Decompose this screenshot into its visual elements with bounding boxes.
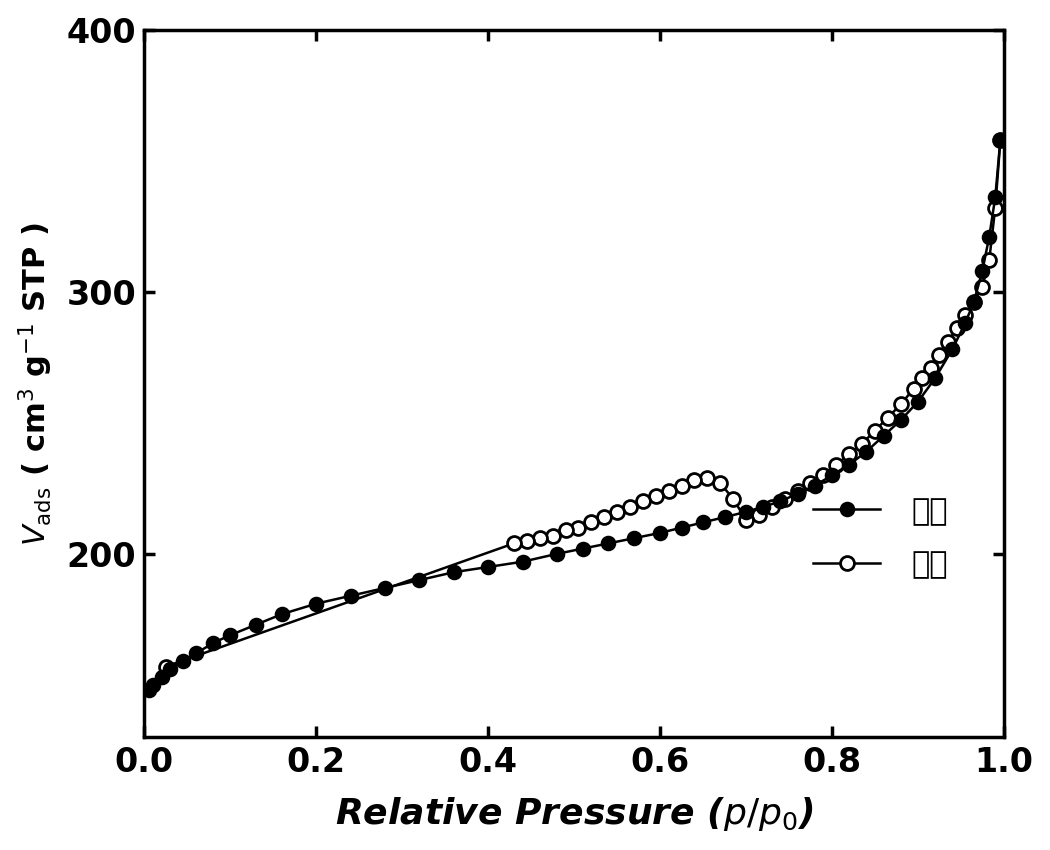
脱附 xyxy=(959,310,971,320)
吸附 xyxy=(757,502,770,512)
Line: 脱附: 脱附 xyxy=(159,133,1007,673)
吸附 xyxy=(654,528,667,538)
吸附 xyxy=(550,549,563,559)
脱附 xyxy=(663,486,675,496)
脱附 xyxy=(675,480,688,490)
吸附 xyxy=(792,489,804,499)
脱附 xyxy=(688,475,700,485)
脱附 xyxy=(765,502,778,512)
脱附 xyxy=(933,349,946,360)
吸附 xyxy=(207,638,219,648)
脱附 xyxy=(976,281,989,292)
脱附 xyxy=(714,478,727,488)
吸附 xyxy=(482,562,495,572)
吸附 xyxy=(946,344,959,354)
吸附 xyxy=(576,543,589,553)
吸附 xyxy=(155,672,168,683)
脱附 xyxy=(967,298,980,308)
脱附 xyxy=(924,363,937,373)
脱附 xyxy=(942,337,954,347)
吸附 xyxy=(929,373,942,383)
吸附 xyxy=(447,567,460,577)
脱附 xyxy=(739,515,752,525)
脱附 xyxy=(778,494,791,504)
吸附 xyxy=(983,231,995,241)
吸附 xyxy=(877,431,889,441)
脱附 xyxy=(856,439,868,449)
Y-axis label: $V_{\mathrm{ads}}$ ( cm$^3$ g$^{-1}$ STP ): $V_{\mathrm{ads}}$ ( cm$^3$ g$^{-1}$ STP… xyxy=(17,222,56,546)
吸附 xyxy=(843,460,856,470)
吸附 xyxy=(628,533,640,543)
脱附 xyxy=(989,203,1002,213)
吸附 xyxy=(250,620,262,630)
吸附 xyxy=(176,656,189,666)
脱附 xyxy=(907,383,920,394)
吸附 xyxy=(147,680,160,690)
吸附 xyxy=(911,397,924,407)
吸附 xyxy=(989,192,1002,202)
脱附 xyxy=(983,255,995,265)
吸附 xyxy=(976,266,989,276)
吸附 xyxy=(808,480,821,490)
脱附 xyxy=(792,486,804,496)
吸附 xyxy=(697,518,710,528)
脱附 xyxy=(533,533,546,543)
脱附 xyxy=(727,494,739,504)
Legend: 吸附, 脱附: 吸附, 脱附 xyxy=(798,482,963,595)
脱附 xyxy=(882,412,895,422)
脱附 xyxy=(624,502,636,512)
脱附 xyxy=(507,538,520,548)
吸附 xyxy=(310,598,322,609)
吸附 xyxy=(344,591,357,601)
脱附 xyxy=(611,507,624,517)
脱附 xyxy=(994,134,1007,145)
吸附 xyxy=(143,685,155,695)
脱附 xyxy=(560,525,572,536)
吸附 xyxy=(967,298,980,308)
吸附 xyxy=(275,609,288,620)
脱附 xyxy=(160,661,172,672)
X-axis label: Relative Pressure ($p/p_0$): Relative Pressure ($p/p_0$) xyxy=(335,796,814,833)
吸附 xyxy=(224,630,236,640)
脱附 xyxy=(817,470,830,480)
吸附 xyxy=(994,134,1007,145)
脱附 xyxy=(753,509,765,519)
吸附 xyxy=(413,575,425,585)
吸附 xyxy=(190,649,203,659)
脱附 xyxy=(868,426,881,436)
吸附 xyxy=(517,557,529,567)
吸附 xyxy=(718,512,731,522)
脱附 xyxy=(895,400,907,410)
脱附 xyxy=(636,496,649,507)
脱附 xyxy=(701,473,714,483)
吸附 xyxy=(379,583,392,593)
脱附 xyxy=(597,512,610,522)
吸附 xyxy=(675,523,688,533)
脱附 xyxy=(572,523,585,533)
吸附 xyxy=(860,446,873,456)
吸附 xyxy=(603,538,615,548)
脱附 xyxy=(521,536,533,546)
脱附 xyxy=(546,530,559,541)
脱附 xyxy=(843,449,856,459)
吸附 xyxy=(895,415,907,425)
脱附 xyxy=(650,491,663,501)
脱附 xyxy=(804,478,817,488)
脱附 xyxy=(950,323,963,333)
吸附 xyxy=(825,470,838,480)
吸附 xyxy=(164,664,176,674)
吸附 xyxy=(959,318,971,328)
脱附 xyxy=(830,460,842,470)
Line: 吸附: 吸附 xyxy=(142,133,1007,697)
脱附 xyxy=(585,518,597,528)
脱附 xyxy=(916,373,928,383)
吸附 xyxy=(774,496,786,507)
吸附 xyxy=(739,507,752,517)
